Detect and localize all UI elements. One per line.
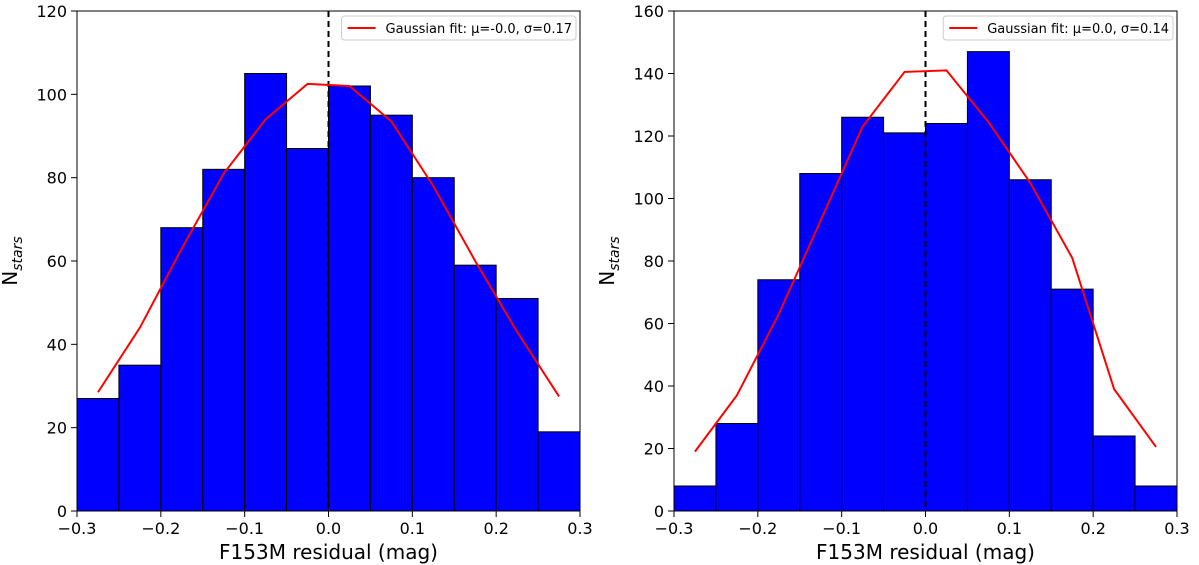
y-tick-label: 140 (633, 65, 664, 84)
histogram-bar (925, 123, 968, 512)
y-tick-label: 160 (633, 2, 664, 21)
x-tick-label: −0.2 (738, 519, 777, 538)
histogram-bar (841, 116, 885, 512)
legend-label: Gaussian fit: μ=0.0, σ=0.14 (987, 22, 1169, 37)
histogram-bar (369, 114, 413, 512)
histogram-bars (673, 51, 1178, 512)
gaussian-fit-line (694, 69, 1157, 453)
histogram-bar (328, 85, 371, 512)
histogram-bar (286, 148, 330, 512)
x-tick-label: 0.3 (567, 519, 592, 538)
x-axis-label: F153M residual (mag) (219, 540, 438, 564)
x-tick-label: −0.3 (58, 519, 97, 538)
y-tick-label: 20 (644, 440, 664, 459)
y-tick-label: 40 (47, 335, 67, 354)
legend-box (341, 15, 577, 41)
y-axis-ticks: 0 20 40 60 80 100 120 (36, 2, 77, 521)
histogram-bars (76, 73, 581, 512)
x-tick-label: 0.2 (483, 519, 508, 538)
gaussian-fit-line (97, 82, 560, 397)
histogram-bar (537, 431, 581, 512)
histogram-bar (244, 73, 288, 512)
histogram-bar (673, 485, 717, 512)
histogram-bar (76, 398, 120, 512)
y-tick-label: 80 (47, 169, 67, 188)
y-tick-label: 0 (654, 502, 664, 521)
y-axis-label: Nstars (0, 236, 26, 285)
y-axis-ticks: 0 20 40 60 80 100 120 140 160 (633, 2, 674, 521)
x-tick-label: 0.3 (1164, 519, 1189, 538)
histogram-bar (453, 264, 497, 512)
histogram-bar (799, 173, 843, 512)
histogram-panel-right: −0.3 −0.2 −0.1 0.0 0.1 0.2 0.3 0 20 40 60 80 100 120… (595, 2, 1190, 564)
histogram-bar (1134, 485, 1178, 512)
y-axis-label-subscript: stars (10, 236, 26, 270)
x-tick-label: −0.1 (822, 519, 861, 538)
legend: Gaussian fit: μ=0.0, σ=0.14 (942, 15, 1174, 41)
histogram-bar (1092, 435, 1136, 512)
histogram-bar (411, 177, 455, 512)
histogram-bar (1008, 179, 1052, 512)
histogram-panel-left: −0.3 −0.2 −0.1 0.0 0.1 0.2 0.3 0 20 40 60 80 100 120… (0, 2, 593, 564)
x-tick-label: 0.0 (316, 519, 341, 538)
y-axis-label-subscript: stars (607, 236, 623, 270)
y-axis-label-main: N (0, 271, 22, 286)
x-axis-ticks: −0.3 −0.2 −0.1 0.0 0.1 0.2 0.3 (58, 511, 593, 538)
x-axis-label: F153M residual (mag) (816, 540, 1035, 564)
histogram-bar (757, 279, 801, 512)
histogram-bar (495, 298, 539, 512)
y-tick-label: 120 (36, 2, 67, 21)
histogram-bar (160, 227, 204, 512)
legend: Gaussian fit: μ=-0.0, σ=0.17 (341, 15, 577, 41)
histogram-bar (202, 168, 246, 512)
histogram-bar (715, 423, 759, 512)
y-tick-label: 100 (633, 190, 664, 209)
legend-box (942, 15, 1174, 41)
x-tick-label: 0.1 (400, 519, 425, 538)
y-tick-label: 40 (644, 377, 664, 396)
y-tick-label: 100 (36, 85, 67, 104)
y-tick-label: 20 (47, 419, 67, 438)
x-tick-label: −0.1 (225, 519, 264, 538)
histogram-bar (118, 364, 162, 512)
y-tick-label: 60 (644, 315, 664, 334)
histogram-bar (1050, 288, 1094, 512)
y-tick-label: 120 (633, 127, 664, 146)
x-tick-label: 0.0 (913, 519, 938, 538)
y-axis-label: Nstars (595, 236, 623, 285)
legend-label: Gaussian fit: μ=-0.0, σ=0.17 (386, 22, 572, 37)
x-tick-label: −0.2 (141, 519, 180, 538)
y-axis-label-main: N (595, 271, 619, 286)
x-tick-label: −0.3 (655, 519, 694, 538)
x-axis-ticks: −0.3 −0.2 −0.1 0.0 0.1 0.2 0.3 (655, 511, 1190, 538)
histogram-bar (966, 51, 1010, 512)
x-tick-label: 0.1 (997, 519, 1022, 538)
histogram-bar (883, 132, 926, 512)
y-tick-label: 0 (57, 502, 67, 521)
y-tick-label: 60 (47, 252, 67, 271)
y-tick-label: 80 (644, 252, 664, 271)
x-tick-label: 0.2 (1080, 519, 1105, 538)
